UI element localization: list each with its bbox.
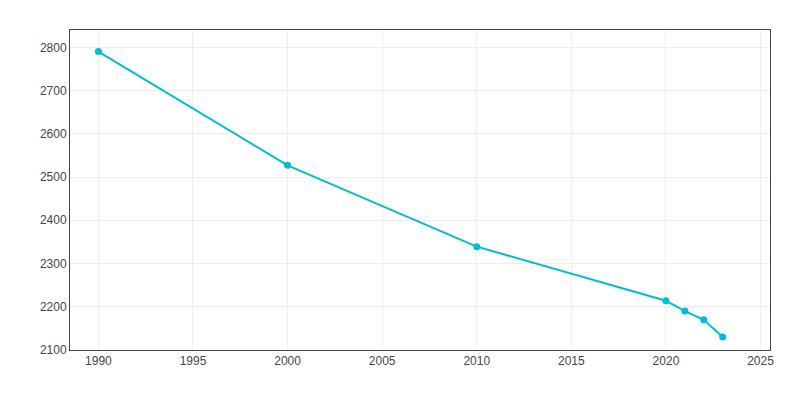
svg-text:2200: 2200 <box>40 300 67 314</box>
svg-text:2005: 2005 <box>369 354 396 368</box>
svg-text:2700: 2700 <box>40 84 67 98</box>
svg-text:2025: 2025 <box>747 354 774 368</box>
svg-text:2500: 2500 <box>40 170 67 184</box>
svg-text:2600: 2600 <box>40 127 67 141</box>
svg-text:2000: 2000 <box>274 354 301 368</box>
svg-text:2020: 2020 <box>653 354 680 368</box>
svg-text:2400: 2400 <box>40 213 67 227</box>
svg-text:2010: 2010 <box>463 354 490 368</box>
svg-text:1990: 1990 <box>85 354 112 368</box>
svg-text:1995: 1995 <box>180 354 207 368</box>
svg-text:2800: 2800 <box>40 41 67 55</box>
svg-text:2015: 2015 <box>558 354 585 368</box>
svg-text:2300: 2300 <box>40 257 67 271</box>
svg-text:2100: 2100 <box>40 343 67 357</box>
